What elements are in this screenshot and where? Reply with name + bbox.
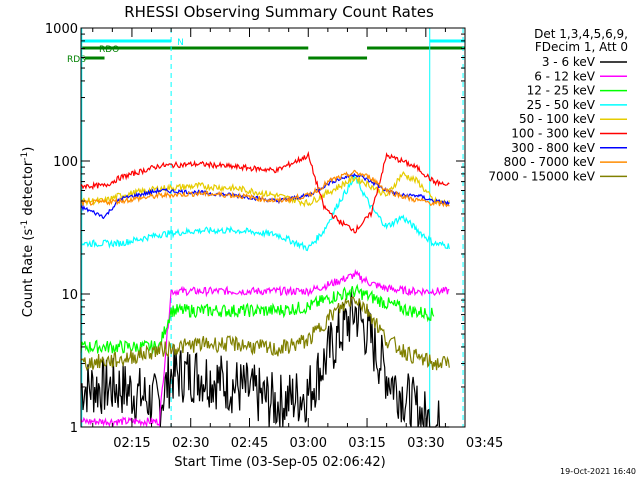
x-axis: 02:15 02:30 02:45 03:00 03:15 03:30 03:45 [92,28,503,451]
flag-label-n: N [177,38,184,48]
legend-label: 12 - 25 keV [527,84,596,98]
y-axis-label: Count Rate (s-1 detector-1) [20,147,36,318]
legend-label: 6 - 12 keV [534,69,596,83]
legend-label: 25 - 50 keV [527,98,596,112]
flag-label-rdo: RDO [99,45,119,55]
generation-timestamp: 19-Oct-2021 16:40 [560,467,636,476]
y-tick-label: 1 [70,421,78,436]
legend-header-line: Det 1,3,4,5,6,9, [534,27,628,41]
chart-title: RHESSI Observing Summary Count Rates [124,3,434,21]
x-tick-label: 03:30 [407,436,444,451]
plot-frame [80,27,466,428]
x-tick-label: 03:45 [466,436,503,451]
series-line-2 [80,283,435,356]
x-tick-label: 02:45 [231,436,268,451]
series-line-5 [80,150,450,234]
y-axis: 1 10 100 1000 [45,22,465,436]
x-axis-label: Start Time (03-Sep-05 02:06:42) [174,455,385,470]
series-line-1 [80,268,450,428]
legend-label: 50 - 100 keV [519,112,596,126]
legend-label: 300 - 800 keV [511,141,595,155]
series-line-7 [80,169,450,208]
x-tick-label: 02:30 [172,436,209,451]
y-tick-label: 10 [61,288,78,303]
series-line-0 [80,288,450,428]
legend-label: 3 - 6 keV [542,55,596,69]
series-line-3 [80,174,450,252]
y-tick-label: 1000 [45,22,78,37]
legend-label: 100 - 300 keV [511,127,595,141]
series-line-4 [80,171,450,208]
y-tick-label: 100 [53,155,78,170]
legend: Det 1,3,4,5,6,9, FDecim 1, Att 0 3 - 6 k… [488,27,628,183]
series-line-8 [80,296,450,371]
legend-label: 7000 - 15000 keV [488,169,595,183]
x-tick-label: 02:15 [113,436,150,451]
legend-label: 800 - 7000 keV [504,155,596,169]
x-tick-label: 03:00 [290,436,327,451]
legend-header-line: FDecim 1, Att 0 [535,40,628,54]
x-tick-label: 03:15 [348,436,385,451]
series-lines [80,150,450,428]
flag-bars: N RDO RDS [67,38,465,65]
flag-label-rds: RDS [67,55,86,65]
